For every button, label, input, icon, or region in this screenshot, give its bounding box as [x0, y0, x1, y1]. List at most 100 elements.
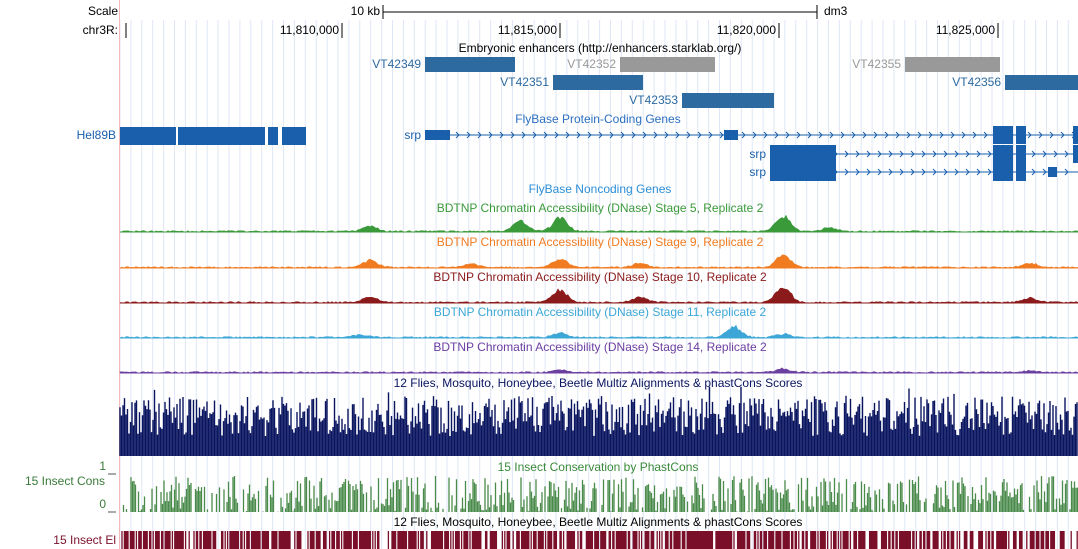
strand-arrow [598, 131, 603, 139]
enhancer [425, 57, 515, 72]
strand-arrow [1064, 150, 1069, 158]
tick-label: 11,820,000 [717, 23, 776, 37]
strand-arrow [932, 168, 937, 176]
exon [993, 126, 1013, 144]
label: chr3R: [83, 23, 118, 37]
strand-arrow [697, 131, 702, 139]
strand-arrow [954, 168, 959, 176]
strand-arrow [888, 150, 893, 158]
exon [770, 163, 836, 181]
strand-arrow [1042, 168, 1047, 176]
strand-arrow [954, 150, 959, 158]
strand-arrow [965, 168, 970, 176]
strand-arrow [987, 168, 992, 176]
strand-arrow [1038, 131, 1043, 139]
strand-arrow [1049, 131, 1054, 139]
exon [1073, 145, 1078, 163]
strand-arrow [921, 168, 926, 176]
exon [1016, 163, 1026, 181]
strand-arrow [961, 131, 966, 139]
strand-arrow [844, 150, 849, 158]
gene-label: srp [404, 128, 421, 142]
strand-arrow [866, 150, 871, 158]
strand-arrow [884, 131, 889, 139]
strand-arrow [1053, 150, 1058, 158]
strand-arrow [928, 131, 933, 139]
strand-arrow [642, 131, 647, 139]
strand-arrow [1042, 150, 1047, 158]
track-title: 15 Insect Conservation by PhastCons [498, 460, 699, 474]
strand-arrow [774, 131, 779, 139]
axis-label: 1 [99, 459, 106, 473]
strand-arrow [499, 131, 504, 139]
strand-arrow [910, 168, 915, 176]
track-title: 12 Flies, Mosquito, Honeybee, Beetle Mul… [394, 376, 803, 390]
track-title: BDTNP Chromatin Accessibility (DNase) St… [437, 201, 764, 215]
enhancer-label: VT42352 [567, 57, 616, 71]
tick-label: 11,815,000 [498, 23, 557, 37]
track-title: 12 Flies, Mosquito, Honeybee, Beetle Mul… [394, 515, 803, 529]
exon [993, 163, 1013, 181]
enhancer [682, 93, 774, 108]
strand-arrow [987, 150, 992, 158]
strand-arrow [818, 131, 823, 139]
cons-signal [122, 476, 1078, 512]
el-signal [121, 531, 1078, 549]
strand-arrow [664, 131, 669, 139]
signal [119, 367, 1078, 374]
enhancer [620, 57, 715, 72]
track-title: Embryonic enhancers (http://enhancers.st… [459, 41, 742, 55]
strand-arrow [877, 150, 882, 158]
enhancer-label: VT42351 [500, 75, 549, 89]
strand-arrow [877, 168, 882, 176]
tick-label: 11,825,000 [936, 23, 995, 37]
axis-label: 0 [99, 497, 106, 511]
exon [425, 130, 450, 140]
strand-arrow [895, 131, 900, 139]
strand-arrow [829, 131, 834, 139]
strand-arrow [609, 131, 614, 139]
strand-arrow [932, 150, 937, 158]
strand-arrow [631, 131, 636, 139]
strand-arrow [488, 131, 493, 139]
strand-arrow [565, 131, 570, 139]
label: 10 kb [351, 4, 381, 18]
exon [724, 130, 738, 140]
strand-arrow [455, 131, 460, 139]
strand-arrow [1031, 168, 1036, 176]
strand-arrow [899, 150, 904, 158]
strand-arrow [950, 131, 955, 139]
track-title: BDTNP Chromatin Accessibility (DNase) St… [434, 305, 767, 319]
track-title: BDTNP Chromatin Accessibility (DNase) St… [433, 270, 767, 284]
strand-arrow [965, 150, 970, 158]
enhancer-label: VT42353 [629, 93, 678, 107]
track-label: 15 Insect El [53, 533, 116, 547]
strand-arrow [888, 168, 893, 176]
signal [119, 214, 1078, 233]
strand-arrow [976, 168, 981, 176]
enhancer [905, 57, 1000, 72]
strand-arrow [939, 131, 944, 139]
strand-arrow [708, 131, 713, 139]
strand-arrow [972, 131, 977, 139]
strand-arrow [910, 150, 915, 158]
signal [119, 287, 1078, 304]
label: Scale [88, 4, 118, 18]
exon [993, 145, 1013, 163]
strand-arrow [466, 131, 471, 139]
strand-arrow [1064, 168, 1069, 176]
strand-arrow [855, 168, 860, 176]
intron-gap [265, 127, 268, 145]
signal [119, 254, 1078, 269]
strand-arrow [855, 150, 860, 158]
exon [120, 127, 306, 145]
track-title: FlyBase Noncoding Genes [529, 182, 672, 196]
strand-arrow [943, 150, 948, 158]
strand-arrow [675, 131, 680, 139]
strand-arrow [1060, 131, 1065, 139]
strand-arrow [719, 131, 724, 139]
gene-label: srp [749, 165, 766, 179]
exon [1073, 126, 1078, 144]
tick-label: 11,810,000 [280, 23, 339, 37]
enhancer [553, 75, 643, 90]
